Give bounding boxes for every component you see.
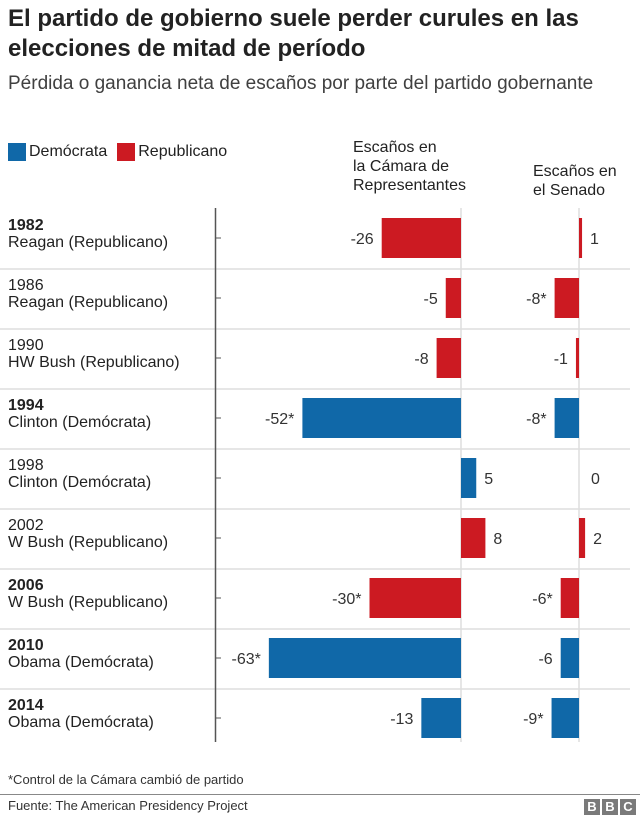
senate-value-label: -6: [538, 651, 552, 668]
row-president: Clinton (Demócrata): [8, 474, 151, 491]
header-line: Representantes: [353, 177, 466, 194]
row-year: 1982: [8, 217, 44, 234]
row-year: 1990: [8, 337, 44, 354]
legend-item-republican: Republicano: [117, 143, 227, 161]
chart-subtitle: Pérdida o ganancia neta de escaños por p…: [8, 73, 594, 94]
divider: [0, 794, 640, 795]
legend-swatch-republican: [117, 143, 136, 161]
senate-value-label: -6*: [532, 591, 552, 608]
row-year: 2010: [8, 637, 44, 654]
house-value-label: -26: [351, 231, 374, 248]
house-bar: [369, 578, 461, 618]
footnote: *Control de la Cámara cambió de partido: [8, 772, 244, 787]
senate-bar: [554, 278, 579, 318]
row-year: 1986: [8, 277, 44, 294]
senate-bar: [579, 518, 586, 558]
row-president: W Bush (Republicano): [8, 534, 168, 551]
row-president: Obama (Demócrata): [8, 654, 154, 671]
house-value-label: 8: [493, 531, 502, 548]
row-year: 2014: [8, 697, 44, 714]
house-value-label: -30*: [332, 591, 361, 608]
legend-swatch-democrat: [8, 143, 26, 161]
house-bar: [268, 638, 461, 678]
header-line: Escaños en: [533, 163, 617, 180]
house-value-label: -5: [424, 291, 438, 308]
chart-title: El partido de gobierno suele perder curu…: [8, 5, 579, 62]
house-bar: [461, 458, 477, 498]
row-president: Reagan (Republicano): [8, 294, 168, 311]
senate-bar: [575, 338, 579, 378]
row-president: HW Bush (Republicano): [8, 354, 180, 371]
senate-value-label: -9*: [523, 711, 543, 728]
house-bar: [461, 518, 486, 558]
house-bar: [421, 698, 461, 738]
senate-bar: [579, 218, 583, 258]
row-president: W Bush (Republicano): [8, 594, 168, 611]
row-year: 2006: [8, 577, 44, 594]
senate-value-label: 1: [590, 231, 599, 248]
senate-bar: [551, 698, 579, 738]
house-value-label: 5: [484, 471, 493, 488]
senate-bar: [560, 578, 579, 618]
senate-value-label: -1: [554, 351, 568, 368]
row-president: Clinton (Demócrata): [8, 414, 151, 431]
senate-column-header: Escaños en el Senado: [533, 162, 617, 200]
row-president: Obama (Demócrata): [8, 714, 154, 731]
legend: Demócrata Republicano: [8, 143, 237, 161]
house-value-label: -52*: [265, 411, 294, 428]
header-line: Escaños en: [353, 139, 437, 156]
house-bar: [302, 398, 461, 438]
senate-bar: [554, 398, 579, 438]
senate-value-label: 0: [591, 471, 600, 488]
legend-label: Republicano: [138, 143, 228, 160]
header-line: el Senado: [533, 182, 606, 199]
senate-value-label: -8*: [526, 411, 546, 428]
senate-value-label: 2: [593, 531, 602, 548]
house-column-header: Escaños en la Cámara de Representantes: [353, 138, 466, 195]
legend-item-democrat: Demócrata: [8, 143, 107, 161]
house-bar: [381, 218, 461, 258]
house-value-label: -13: [390, 711, 413, 728]
legend-label: Demócrata: [29, 143, 108, 160]
row-president: Reagan (Republicano): [8, 234, 168, 251]
row-year: 1998: [8, 457, 44, 474]
house-bar: [436, 338, 461, 378]
row-year: 2002: [8, 517, 44, 534]
senate-bar: [560, 638, 579, 678]
house-value-label: -8: [414, 351, 428, 368]
source: Fuente: The American Presidency Project: [8, 798, 248, 813]
header-line: la Cámara de: [353, 158, 450, 175]
row-year: 1994: [8, 397, 44, 414]
house-value-label: -63*: [231, 651, 260, 668]
house-bar: [445, 278, 461, 318]
senate-value-label: -8*: [526, 291, 546, 308]
